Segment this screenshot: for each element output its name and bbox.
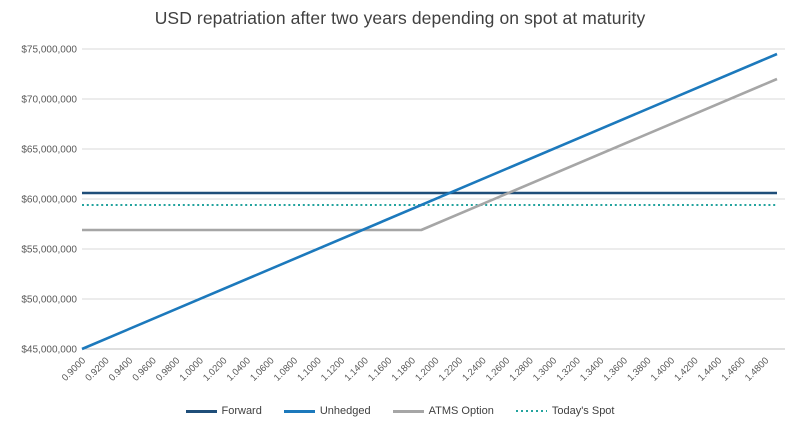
svg-text:1.3800: 1.3800 xyxy=(625,355,653,383)
svg-text:0.9600: 0.9600 xyxy=(130,355,158,383)
legend-swatch-unhedged xyxy=(283,409,315,413)
legend-label-atms-option: ATMS Option xyxy=(428,405,494,417)
legend-item-todays-spot: Today's Spot xyxy=(515,405,615,417)
svg-text:1.3000: 1.3000 xyxy=(531,355,559,383)
svg-text:1.2400: 1.2400 xyxy=(460,355,488,383)
svg-text:$55,000,000: $55,000,000 xyxy=(21,245,77,256)
legend-label-unhedged: Unhedged xyxy=(319,405,371,417)
svg-text:1.4800: 1.4800 xyxy=(743,355,771,383)
svg-text:1.1600: 1.1600 xyxy=(366,355,394,383)
svg-text:1.0800: 1.0800 xyxy=(272,355,300,383)
svg-text:1.0000: 1.0000 xyxy=(178,355,206,383)
svg-text:1.2200: 1.2200 xyxy=(437,355,465,383)
x-axis-labels: 0.90000.92000.94000.96000.98001.00001.02… xyxy=(60,355,772,383)
svg-text:$65,000,000: $65,000,000 xyxy=(21,145,77,156)
svg-text:$60,000,000: $60,000,000 xyxy=(21,195,77,206)
legend-swatch-forward xyxy=(185,409,217,413)
svg-text:1.3400: 1.3400 xyxy=(578,355,606,383)
svg-text:0.9400: 0.9400 xyxy=(107,355,135,383)
legend-swatch-atms-option xyxy=(392,409,424,413)
svg-text:1.1400: 1.1400 xyxy=(343,355,371,383)
svg-text:$75,000,000: $75,000,000 xyxy=(21,45,77,56)
svg-text:1.1000: 1.1000 xyxy=(295,355,323,383)
svg-text:0.9000: 0.9000 xyxy=(60,355,88,383)
svg-text:1.4200: 1.4200 xyxy=(672,355,700,383)
series-lines xyxy=(81,52,778,351)
legend-label-todays-spot: Today's Spot xyxy=(551,405,615,417)
svg-text:1.2000: 1.2000 xyxy=(413,355,441,383)
legend: Forward Unhedged ATMS Option Today's Spo… xyxy=(0,405,800,417)
svg-text:$50,000,000: $50,000,000 xyxy=(21,295,77,306)
svg-text:1.4000: 1.4000 xyxy=(649,355,677,383)
svg-text:1.1200: 1.1200 xyxy=(319,355,347,383)
legend-swatch-todays-spot xyxy=(515,410,547,412)
legend-item-atms-option: ATMS Option xyxy=(392,405,494,417)
svg-text:$45,000,000: $45,000,000 xyxy=(21,345,77,356)
svg-text:0.9200: 0.9200 xyxy=(83,355,111,383)
svg-text:1.0200: 1.0200 xyxy=(201,355,229,383)
svg-text:1.2600: 1.2600 xyxy=(484,355,512,383)
legend-item-unhedged: Unhedged xyxy=(283,405,371,417)
svg-text:1.2800: 1.2800 xyxy=(507,355,535,383)
legend-item-forward: Forward xyxy=(185,405,262,417)
legend-label-forward: Forward xyxy=(221,405,262,417)
svg-text:1.0400: 1.0400 xyxy=(225,355,253,383)
svg-text:0.9800: 0.9800 xyxy=(154,355,182,383)
svg-text:$70,000,000: $70,000,000 xyxy=(21,95,77,106)
svg-text:1.4400: 1.4400 xyxy=(696,355,724,383)
y-axis-labels: $45,000,000 $50,000,000 $55,000,000 $60,000… xyxy=(21,45,77,356)
svg-text:1.4600: 1.4600 xyxy=(719,355,747,383)
chart-title: USD repatriation after two years dependi… xyxy=(154,8,646,28)
svg-text:1.0600: 1.0600 xyxy=(248,355,276,383)
svg-text:1.3200: 1.3200 xyxy=(555,355,583,383)
svg-text:1.3600: 1.3600 xyxy=(602,355,630,383)
svg-text:1.1800: 1.1800 xyxy=(390,355,418,383)
